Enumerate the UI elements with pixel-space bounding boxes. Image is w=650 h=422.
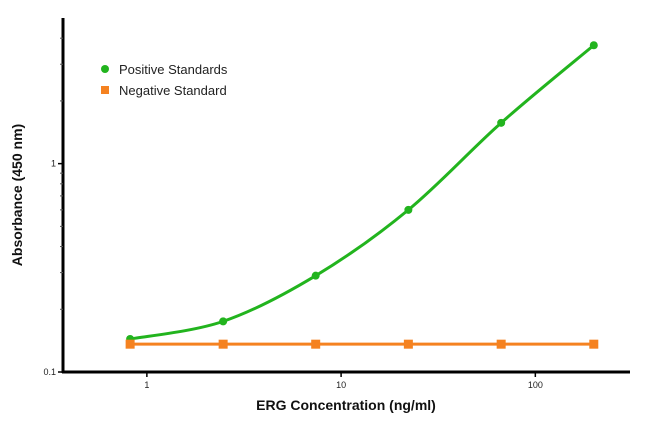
data-point xyxy=(311,271,320,280)
data-point xyxy=(218,339,228,349)
legend-label-negative: Negative Standard xyxy=(119,83,227,98)
x-tick-label: 10 xyxy=(336,380,346,390)
data-point xyxy=(311,339,321,349)
legend: Positive Standards Negative Standard xyxy=(101,62,228,98)
legend-marker-negative xyxy=(101,86,109,94)
data-point xyxy=(497,118,506,127)
plot-area xyxy=(125,41,599,349)
data-point xyxy=(496,339,506,349)
y-tick-label: 0.1 xyxy=(43,367,56,377)
x-tick-label: 1 xyxy=(144,380,149,390)
data-point xyxy=(403,339,413,349)
y-axis-label: Absorbance (450 nm) xyxy=(9,124,25,266)
x-tick-label: 100 xyxy=(528,380,543,390)
x-axis-label: ERG Concentration (ng/ml) xyxy=(256,397,436,413)
data-point xyxy=(589,339,599,349)
data-point xyxy=(125,339,135,349)
data-point xyxy=(219,317,228,326)
legend-marker-positive xyxy=(101,65,109,73)
data-point xyxy=(404,205,413,214)
data-point xyxy=(589,41,598,50)
y-tick-label: 1 xyxy=(51,159,56,169)
legend-label-positive: Positive Standards xyxy=(119,62,228,77)
ticks: 1 10 100 0.1 1 xyxy=(43,37,543,390)
